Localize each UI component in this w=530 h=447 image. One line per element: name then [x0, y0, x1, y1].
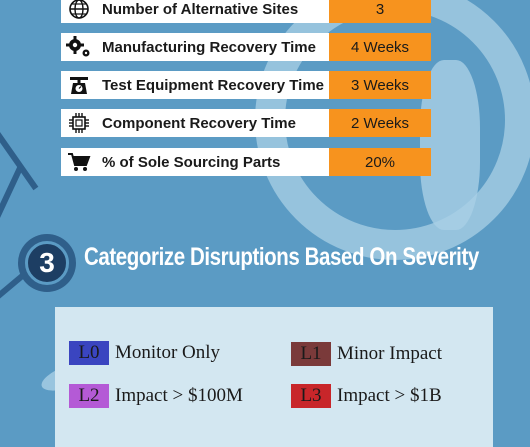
metric-value: 20% [329, 148, 431, 176]
metric-label: Component Recovery Time [102, 114, 296, 132]
metric-value: 3 [329, 0, 431, 23]
step-number: 3 [25, 241, 69, 285]
metric-value: 3 Weeks [329, 71, 431, 99]
metric-label: % of Sole Sourcing Parts [102, 153, 281, 171]
legend-item: L1 Minor Impact [291, 342, 442, 366]
severity-legend: L0 Monitor Only L1 Minor Impact L2 Impac… [55, 307, 493, 447]
metric-row: Number of Alternative Sites 3 [61, 0, 431, 23]
gears-icon [64, 33, 94, 61]
metric-value: 4 Weeks [329, 33, 431, 61]
metric-label: Test Equipment Recovery Time [102, 76, 325, 94]
severity-badge-l1: L1 [291, 342, 331, 366]
severity-badge-l0: L0 [69, 341, 109, 365]
metric-value: 2 Weeks [329, 109, 431, 137]
metric-label-cell: Test Equipment Recovery Time [61, 71, 329, 99]
legend-label: Impact > $1B [337, 385, 442, 406]
metric-row: Manufacturing Recovery Time 4 Weeks [61, 33, 431, 61]
globe-icon [64, 0, 94, 23]
metric-row: Component Recovery Time 2 Weeks [61, 109, 431, 137]
severity-badge-l2: L2 [69, 384, 109, 408]
legend-label: Monitor Only [115, 342, 221, 363]
metric-label: Manufacturing Recovery Time [102, 38, 316, 56]
metric-label-cell: Manufacturing Recovery Time [61, 33, 329, 61]
metric-label-cell: Component Recovery Time [61, 109, 329, 137]
chip-icon [64, 109, 94, 137]
legend-item: L0 Monitor Only [69, 341, 220, 365]
metric-row: Test Equipment Recovery Time 3 Weeks [61, 71, 431, 99]
background-line [0, 121, 39, 191]
legend-item: L3 Impact > $1B [291, 384, 442, 408]
legend-label: Impact > $100M [115, 385, 243, 406]
legend-item: L2 Impact > $100M [69, 384, 243, 408]
scale-icon [64, 71, 94, 99]
metric-row: % of Sole Sourcing Parts 20% [61, 148, 431, 176]
metric-label-cell: Number of Alternative Sites [61, 0, 329, 23]
step-number-badge: 3 [18, 234, 76, 292]
metric-label: Number of Alternative Sites [102, 0, 299, 18]
section-title: Categorize Disruptions Based On Severity [84, 243, 479, 271]
background-line [0, 166, 23, 251]
cart-icon [64, 148, 94, 176]
legend-label: Minor Impact [337, 343, 443, 364]
severity-badge-l3: L3 [291, 384, 331, 408]
metric-label-cell: % of Sole Sourcing Parts [61, 148, 329, 176]
